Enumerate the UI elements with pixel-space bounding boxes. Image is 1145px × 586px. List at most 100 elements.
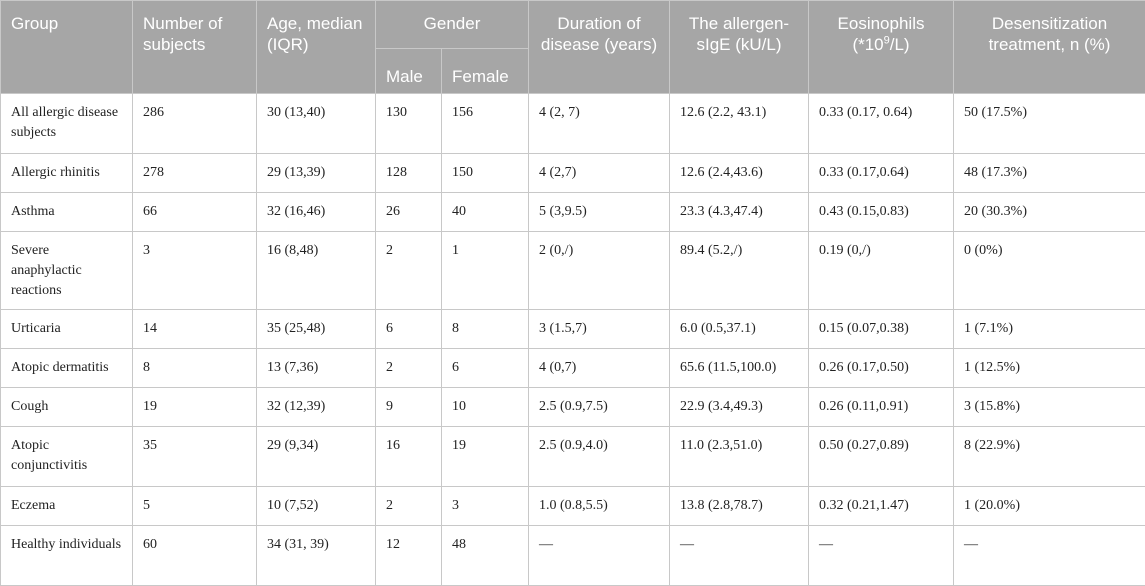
- cell-male: 2: [376, 487, 442, 526]
- cell-n: 286: [133, 94, 257, 154]
- cell-sige: 6.0 (0.5,37.1): [670, 310, 809, 349]
- cell-duration: 2 (0,/): [529, 232, 670, 310]
- cell-group: Eczema: [1, 487, 133, 526]
- cell-female: 6: [442, 349, 529, 388]
- cell-sige: 23.3 (4.3,47.4): [670, 193, 809, 232]
- header-eosinophils: Eosinophils (*109/L): [809, 1, 954, 94]
- cell-age: 13 (7,36): [257, 349, 376, 388]
- cell-desens: 48 (17.3%): [954, 154, 1145, 193]
- cell-desens: 20 (30.3%): [954, 193, 1145, 232]
- cell-desens: 0 (0%): [954, 232, 1145, 310]
- header-female: Female: [442, 49, 529, 94]
- cell-age: 16 (8,48): [257, 232, 376, 310]
- cell-sige: 12.6 (2.4,43.6): [670, 154, 809, 193]
- cell-n: 3: [133, 232, 257, 310]
- cell-n: 5: [133, 487, 257, 526]
- cell-female: 10: [442, 388, 529, 427]
- cell-n: 8: [133, 349, 257, 388]
- cell-group: All allergic disease subjects: [1, 94, 133, 154]
- cell-group: Atopic dermatitis: [1, 349, 133, 388]
- cell-duration: —: [529, 526, 670, 586]
- header-desensitization: Desensitization treatment, n (%): [954, 1, 1145, 94]
- cell-male: 130: [376, 94, 442, 154]
- header-age: Age, median (IQR): [257, 1, 376, 94]
- cell-group: Urticaria: [1, 310, 133, 349]
- cell-eos: 0.32 (0.21,1.47): [809, 487, 954, 526]
- header-group: Group: [1, 1, 133, 94]
- cell-desens: 1 (20.0%): [954, 487, 1145, 526]
- cell-sige: 22.9 (3.4,49.3): [670, 388, 809, 427]
- cell-eos: 0.19 (0,/): [809, 232, 954, 310]
- cell-sige: 11.0 (2.3,51.0): [670, 427, 809, 487]
- cell-age: 10 (7,52): [257, 487, 376, 526]
- cell-desens: 8 (22.9%): [954, 427, 1145, 487]
- cell-n: 19: [133, 388, 257, 427]
- cell-duration: 4 (2, 7): [529, 94, 670, 154]
- cell-female: 40: [442, 193, 529, 232]
- cell-female: 1: [442, 232, 529, 310]
- cell-eos: —: [809, 526, 954, 586]
- cell-sige: —: [670, 526, 809, 586]
- cell-desens: —: [954, 526, 1145, 586]
- cell-eos: 0.33 (0.17,0.64): [809, 154, 954, 193]
- cell-male: 2: [376, 232, 442, 310]
- cell-female: 3: [442, 487, 529, 526]
- cell-age: 29 (13,39): [257, 154, 376, 193]
- eosinophils-label: Eosinophils (*10: [838, 14, 925, 54]
- cell-male: 2: [376, 349, 442, 388]
- cell-n: 60: [133, 526, 257, 586]
- cell-eos: 0.26 (0.17,0.50): [809, 349, 954, 388]
- cell-n: 14: [133, 310, 257, 349]
- cell-group: Cough: [1, 388, 133, 427]
- header-duration: Duration of disease (years): [529, 1, 670, 94]
- cell-duration: 5 (3,9.5): [529, 193, 670, 232]
- cell-group: Asthma: [1, 193, 133, 232]
- cell-duration: 2.5 (0.9,4.0): [529, 427, 670, 487]
- cell-male: 12: [376, 526, 442, 586]
- eosinophils-unit: /L): [890, 35, 910, 54]
- cell-group: Atopic conjunctivitis: [1, 427, 133, 487]
- cell-male: 128: [376, 154, 442, 193]
- cell-female: 150: [442, 154, 529, 193]
- cell-group: Allergic rhinitis: [1, 154, 133, 193]
- cell-duration: 3 (1.5,7): [529, 310, 670, 349]
- cell-desens: 1 (12.5%): [954, 349, 1145, 388]
- cell-sige: 12.6 (2.2, 43.1): [670, 94, 809, 154]
- cell-female: 48: [442, 526, 529, 586]
- cell-sige: 13.8 (2.8,78.7): [670, 487, 809, 526]
- cell-eos: 0.15 (0.07,0.38): [809, 310, 954, 349]
- header-male: Male: [376, 49, 442, 94]
- cell-age: 32 (16,46): [257, 193, 376, 232]
- cell-female: 156: [442, 94, 529, 154]
- cell-male: 9: [376, 388, 442, 427]
- cell-eos: 0.26 (0.11,0.91): [809, 388, 954, 427]
- cell-group: Severe anaphylactic reactions: [1, 232, 133, 310]
- cell-duration: 2.5 (0.9,7.5): [529, 388, 670, 427]
- cell-male: 16: [376, 427, 442, 487]
- cell-n: 35: [133, 427, 257, 487]
- cell-male: 6: [376, 310, 442, 349]
- cell-desens: 3 (15.8%): [954, 388, 1145, 427]
- header-gender: Gender: [376, 1, 529, 49]
- cell-n: 278: [133, 154, 257, 193]
- cell-age: 30 (13,40): [257, 94, 376, 154]
- cell-eos: 0.43 (0.15,0.83): [809, 193, 954, 232]
- cell-duration: 4 (0,7): [529, 349, 670, 388]
- cell-sige: 89.4 (5.2,/): [670, 232, 809, 310]
- cell-desens: 1 (7.1%): [954, 310, 1145, 349]
- cell-male: 26: [376, 193, 442, 232]
- cell-n: 66: [133, 193, 257, 232]
- cell-eos: 0.33 (0.17, 0.64): [809, 94, 954, 154]
- cell-age: 32 (12,39): [257, 388, 376, 427]
- cell-age: 29 (9,34): [257, 427, 376, 487]
- cell-female: 8: [442, 310, 529, 349]
